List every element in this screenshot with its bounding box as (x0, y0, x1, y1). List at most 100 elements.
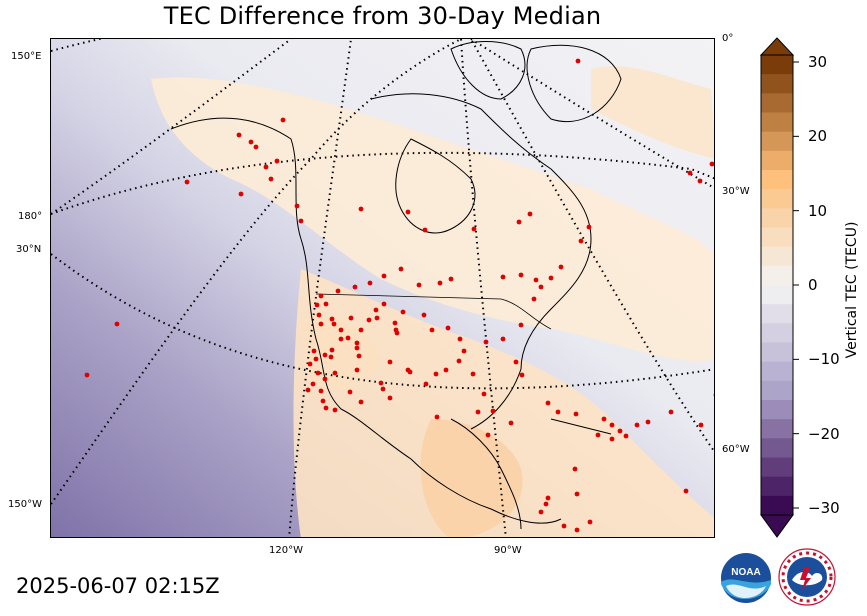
graticule-label-150w: 150°W (8, 499, 42, 510)
station-marker (609, 422, 615, 428)
station-marker (443, 367, 449, 373)
colorbar-band (761, 170, 793, 190)
station-marker (380, 386, 386, 392)
station-marker (407, 369, 413, 375)
station-marker (347, 389, 353, 395)
svg-text:NOAA: NOAA (731, 567, 760, 578)
station-marker (457, 336, 463, 342)
station-marker (483, 339, 489, 345)
map-title: TEC Difference from 30-Day Median (163, 2, 602, 30)
station-marker (294, 203, 300, 209)
graticule-label-30w: 30°W (722, 186, 750, 197)
station-marker (508, 420, 514, 426)
station-marker (374, 315, 380, 321)
graticule-label-150e: 150°E (11, 51, 42, 62)
colorbar-tick-label: 0 (808, 276, 818, 294)
station-marker (387, 359, 393, 365)
station-marker (481, 391, 487, 397)
graticule-lon-line (470, 39, 714, 453)
colorbar-band (761, 361, 793, 382)
station-marker (543, 501, 549, 507)
station-marker (423, 381, 429, 387)
station-marker (470, 371, 476, 377)
station-marker (548, 275, 554, 281)
caribbean-islands (550, 418, 612, 435)
positive-anomaly-region (591, 66, 714, 159)
station-marker (322, 376, 328, 382)
station-marker (697, 178, 703, 184)
colorbar-band (761, 131, 793, 152)
station-marker (358, 327, 364, 333)
station-marker (310, 381, 316, 387)
us-canada-border (315, 293, 552, 330)
station-marker (461, 348, 467, 354)
colorbar-band (761, 304, 793, 324)
colorbar-label: Vertical TEC (TECU) (844, 221, 860, 359)
station-marker (572, 466, 578, 472)
station-marker (354, 345, 360, 351)
station-marker (354, 340, 360, 346)
station-marker (248, 139, 254, 145)
colorbar-tick-label: −30 (808, 499, 840, 517)
colorbar-band (761, 285, 793, 305)
colorbar-tick-label: −10 (808, 350, 840, 369)
station-marker (358, 206, 364, 212)
colorbar-band (761, 342, 793, 363)
colorbar-band (761, 476, 793, 497)
station-marker (574, 491, 580, 497)
station-marker (601, 416, 607, 422)
station-marker (433, 371, 439, 377)
colorbar-band (761, 438, 793, 458)
gulf-coastline (450, 418, 522, 530)
colorbar-tick-label: 10 (808, 201, 828, 220)
colorbar-extend-high (759, 37, 795, 56)
graticule-label-90w: 90°W (494, 545, 522, 556)
colorbar-tick-label: 30 (808, 53, 828, 71)
station-marker (516, 219, 522, 225)
station-marker (329, 316, 335, 322)
station-marker (533, 277, 539, 283)
station-marker (405, 209, 411, 215)
graticule-lon-line (51, 39, 462, 505)
station-marker (538, 509, 544, 515)
station-marker (574, 527, 580, 533)
station-marker (305, 387, 311, 393)
station-marker (490, 408, 496, 414)
station-marker (320, 398, 326, 404)
positive-anomaly-region (293, 269, 714, 537)
station-marker (434, 414, 440, 420)
station-marker (555, 409, 561, 415)
station-marker (316, 312, 322, 318)
colorbar-band (761, 323, 793, 343)
graticule (51, 39, 714, 537)
station-marker (683, 488, 689, 494)
station-marker (400, 309, 406, 315)
colorbar-tick-label: 20 (808, 127, 828, 146)
station-marker (263, 164, 269, 170)
colorbar-band (761, 495, 793, 516)
station-marker (184, 179, 190, 185)
station-marker (429, 327, 435, 333)
station-marker (318, 321, 324, 327)
graticule-label-30n: 30°N (16, 244, 42, 255)
tec-map (51, 39, 714, 537)
station-marker (448, 276, 454, 282)
station-marker (422, 227, 428, 233)
station-marker (623, 433, 629, 439)
station-marker (387, 395, 393, 401)
station-marker (471, 226, 477, 232)
station-markers (84, 58, 714, 533)
station-marker (578, 238, 584, 244)
station-marker (575, 58, 581, 64)
greenland-outline (526, 44, 622, 123)
station-marker (485, 432, 491, 438)
station-marker (356, 353, 362, 359)
station-marker (311, 348, 317, 354)
station-marker (587, 519, 593, 525)
station-marker (421, 312, 427, 318)
station-marker (358, 399, 364, 405)
station-marker (280, 117, 286, 123)
station-marker (332, 370, 338, 376)
station-marker (617, 428, 623, 434)
station-marker (527, 211, 533, 217)
